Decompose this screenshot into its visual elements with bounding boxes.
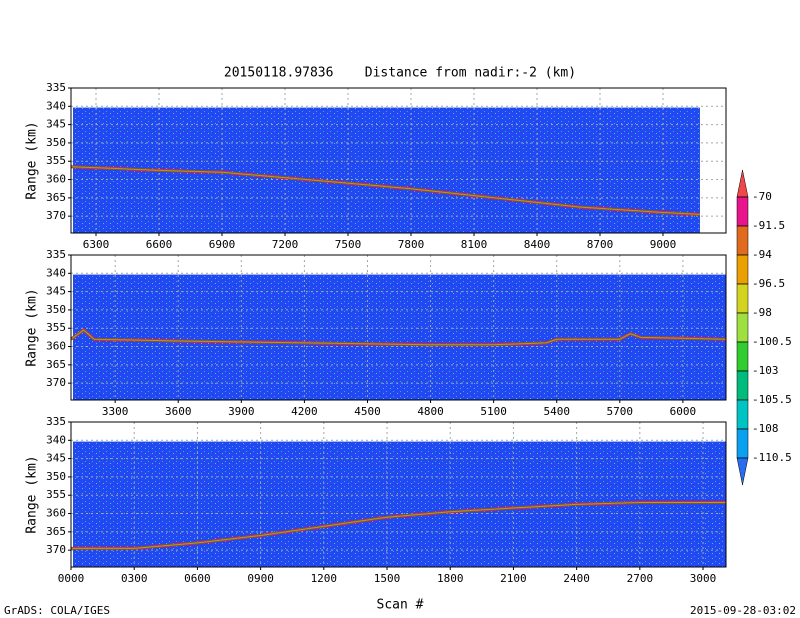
plot-frame (70, 254, 727, 401)
y-tick-label: 370 (46, 376, 66, 389)
x-tick-label: 4800 (417, 405, 444, 418)
surface-line-core (70, 166, 700, 215)
y-tick-label: 345 (46, 452, 66, 465)
y-tick-label: 365 (46, 525, 66, 538)
y-tick-label: 335 (46, 248, 66, 261)
colorbar-segment (736, 283, 749, 314)
x-tick-label: 1500 (374, 572, 401, 585)
x-tick-label: 8700 (587, 238, 614, 251)
x-tick-label: 6300 (83, 238, 110, 251)
colorbar-segment (736, 225, 749, 256)
x-tick-label: 0300 (121, 572, 148, 585)
x-tick-label: 0600 (184, 572, 211, 585)
surface-line-core (71, 502, 726, 549)
chart-title: 20150118.97836 Distance from nadir:-2 (k… (224, 66, 576, 81)
x-tick-label: 5700 (607, 405, 634, 418)
x-tick-label: 8400 (524, 238, 551, 251)
x-tick-label: 6000 (670, 405, 697, 418)
y-tick-label: 365 (46, 358, 66, 371)
colorbar-segment (736, 341, 749, 372)
x-tick-label: 3300 (102, 405, 129, 418)
x-tick-label: 3600 (165, 405, 192, 418)
footer-right: 2015-09-28-03:02 (690, 604, 796, 617)
y-tick-label: 335 (46, 415, 66, 428)
y-tick-label: 350 (46, 136, 66, 149)
y-tick-label: 345 (46, 285, 66, 298)
y-tick-label: 355 (46, 488, 66, 501)
colorbar-segment (736, 196, 749, 227)
colorbar-segment (736, 312, 749, 343)
x-tick-label: 6600 (146, 238, 173, 251)
colorbar-label: -94 (752, 248, 772, 261)
x-tick-label: 0000 (58, 572, 85, 585)
y-tick-label: 355 (46, 154, 66, 167)
x-tick-label: 4500 (354, 405, 381, 418)
colorbar-tip (736, 169, 749, 198)
x-tick-label: 3000 (690, 572, 717, 585)
y-tick-label: 350 (46, 303, 66, 316)
colorbar-label: -103 (752, 364, 779, 377)
colorbar-label: -70 (752, 190, 772, 203)
colorbar-label: -105.5 (752, 393, 792, 406)
colorbar-label: -108 (752, 422, 779, 435)
y-tick-label: 360 (46, 340, 66, 353)
y-tick-label: 350 (46, 470, 66, 483)
x-axis-label: Scan # (377, 598, 424, 613)
x-tick-label: 7200 (272, 238, 299, 251)
x-tick-label: 6900 (209, 238, 236, 251)
x-tick-label: 7500 (335, 238, 362, 251)
x-tick-label: 4200 (291, 405, 318, 418)
y-tick-label: 335 (46, 81, 66, 94)
y-tick-label: 370 (46, 543, 66, 556)
colorbar-label: -100.5 (752, 335, 792, 348)
colorbar-label: -110.5 (752, 451, 792, 464)
y-tick-label: 370 (46, 209, 66, 222)
plot-frame (70, 421, 727, 568)
colorbar-segment (736, 399, 749, 430)
y-axis-label: Range (km) (25, 455, 40, 533)
x-tick-label: 5100 (480, 405, 507, 418)
y-tick-label: 345 (46, 118, 66, 131)
colorbar-segment (736, 428, 749, 459)
y-tick-label: 365 (46, 191, 66, 204)
x-tick-label: 1800 (437, 572, 464, 585)
footer-left: GrADS: COLA/IGES (4, 604, 110, 617)
colorbar-label: -98 (752, 306, 772, 319)
plot-frame (70, 87, 727, 234)
y-tick-label: 355 (46, 321, 66, 334)
x-tick-label: 2100 (500, 572, 527, 585)
x-tick-label: 9000 (650, 238, 677, 251)
y-tick-label: 360 (46, 173, 66, 186)
y-tick-label: 360 (46, 507, 66, 520)
y-tick-label: 340 (46, 99, 66, 112)
x-tick-label: 2700 (627, 572, 654, 585)
colorbar-segment (736, 254, 749, 285)
surface-line-core (70, 329, 727, 346)
x-tick-label: 7800 (398, 238, 425, 251)
x-tick-label: 2400 (563, 572, 590, 585)
x-tick-label: 1200 (311, 572, 338, 585)
colorbar-tip (736, 457, 749, 486)
x-tick-label: 8100 (461, 238, 488, 251)
y-tick-label: 340 (46, 433, 66, 446)
y-axis-label: Range (km) (25, 121, 40, 199)
y-tick-label: 340 (46, 266, 66, 279)
x-tick-label: 0900 (247, 572, 274, 585)
colorbar-label: -96.5 (752, 277, 785, 290)
colorbar-label: -91.5 (752, 219, 785, 232)
x-tick-label: 3900 (228, 405, 255, 418)
colorbar-segment (736, 370, 749, 401)
x-tick-label: 5400 (543, 405, 570, 418)
y-axis-label: Range (km) (25, 288, 40, 366)
field (73, 274, 726, 400)
